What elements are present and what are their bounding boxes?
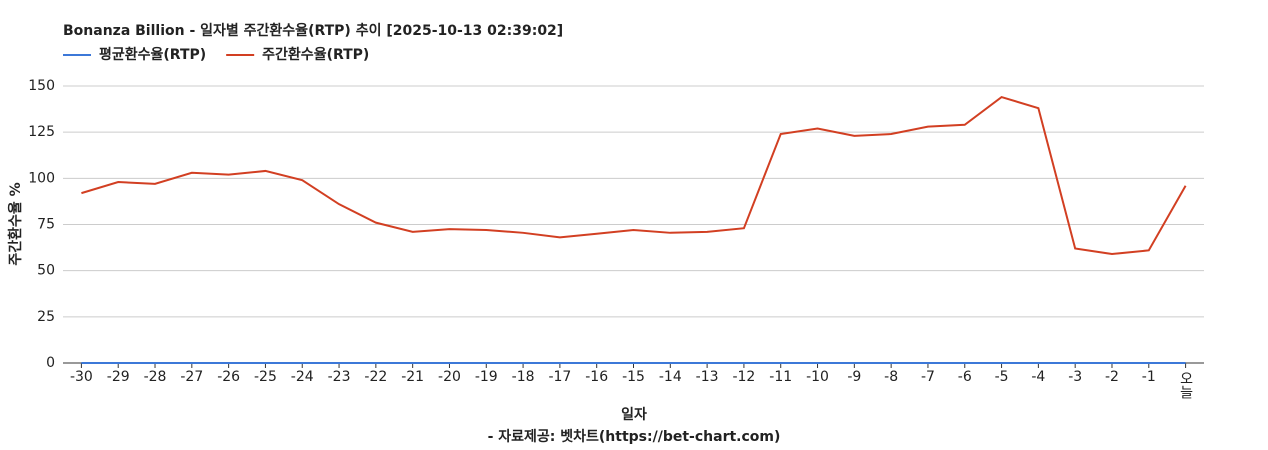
y-tick-label: 100 <box>28 170 55 186</box>
x-tick-label: -19 <box>475 369 498 385</box>
x-tick-label: -21 <box>401 369 424 385</box>
x-tick-label: -11 <box>769 369 792 385</box>
x-tick-label: -15 <box>622 369 645 385</box>
x-tick-label: -22 <box>364 369 387 385</box>
x-tick-label: -17 <box>548 369 571 385</box>
series-line <box>81 95 1187 256</box>
x-tick-label: -29 <box>107 369 130 385</box>
y-tick-label: 25 <box>37 309 55 325</box>
x-tick-label: -18 <box>512 369 535 385</box>
x-axis-title: 일자 <box>621 407 647 423</box>
x-tick-label: -16 <box>585 369 608 385</box>
x-tick-label: 오늘 <box>1178 371 1194 399</box>
x-tick-label: -7 <box>921 369 935 385</box>
y-tick-label: 75 <box>37 217 55 233</box>
y-tick-label: 150 <box>28 78 55 94</box>
legend-label: 주간환수율(RTP) <box>262 46 369 63</box>
x-tick-label: -20 <box>438 369 461 385</box>
x-tick-label: -12 <box>732 369 755 385</box>
x-tick-label: -6 <box>958 369 972 385</box>
x-tick-label: -10 <box>806 369 829 385</box>
x-tick-label: -25 <box>254 369 277 385</box>
x-tick-label: -3 <box>1068 369 1082 385</box>
x-tick-label: -8 <box>884 369 898 385</box>
x-tick-label: -5 <box>995 369 1009 385</box>
x-tick-label: -2 <box>1105 369 1119 385</box>
y-tick-label: 125 <box>28 124 55 140</box>
x-tick-label: -13 <box>696 369 719 385</box>
y-axis-title: 주간환수율 % <box>7 182 24 265</box>
x-tick-label: -14 <box>659 369 682 385</box>
x-tick-label: -24 <box>291 369 314 385</box>
chart-title: Bonanza Billion - 일자별 주간환수율(RTP) 추이 [202… <box>63 22 563 39</box>
x-tick-label: -9 <box>847 369 861 385</box>
y-tick-label: 50 <box>37 263 55 279</box>
footer: - 자료제공: 벳차트(https://bet-chart.com) <box>488 428 781 445</box>
x-tick-label: -4 <box>1031 369 1045 385</box>
x-tick-label: -26 <box>217 369 240 385</box>
x-tick-label: -27 <box>180 369 203 385</box>
x-tick-label: -23 <box>328 369 351 385</box>
x-tick-label: -28 <box>144 369 167 385</box>
legend-label: 평균환수율(RTP) <box>99 46 206 63</box>
y-tick-label: 0 <box>46 355 55 371</box>
x-tick-label: -1 <box>1142 369 1156 385</box>
x-tick-label: -30 <box>70 369 93 385</box>
